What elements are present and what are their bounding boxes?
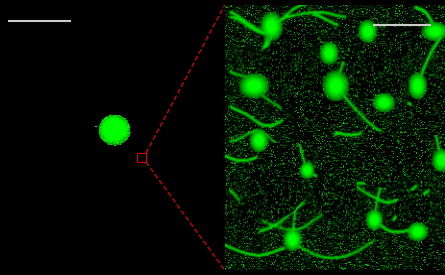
Bar: [137, 153, 146, 162]
